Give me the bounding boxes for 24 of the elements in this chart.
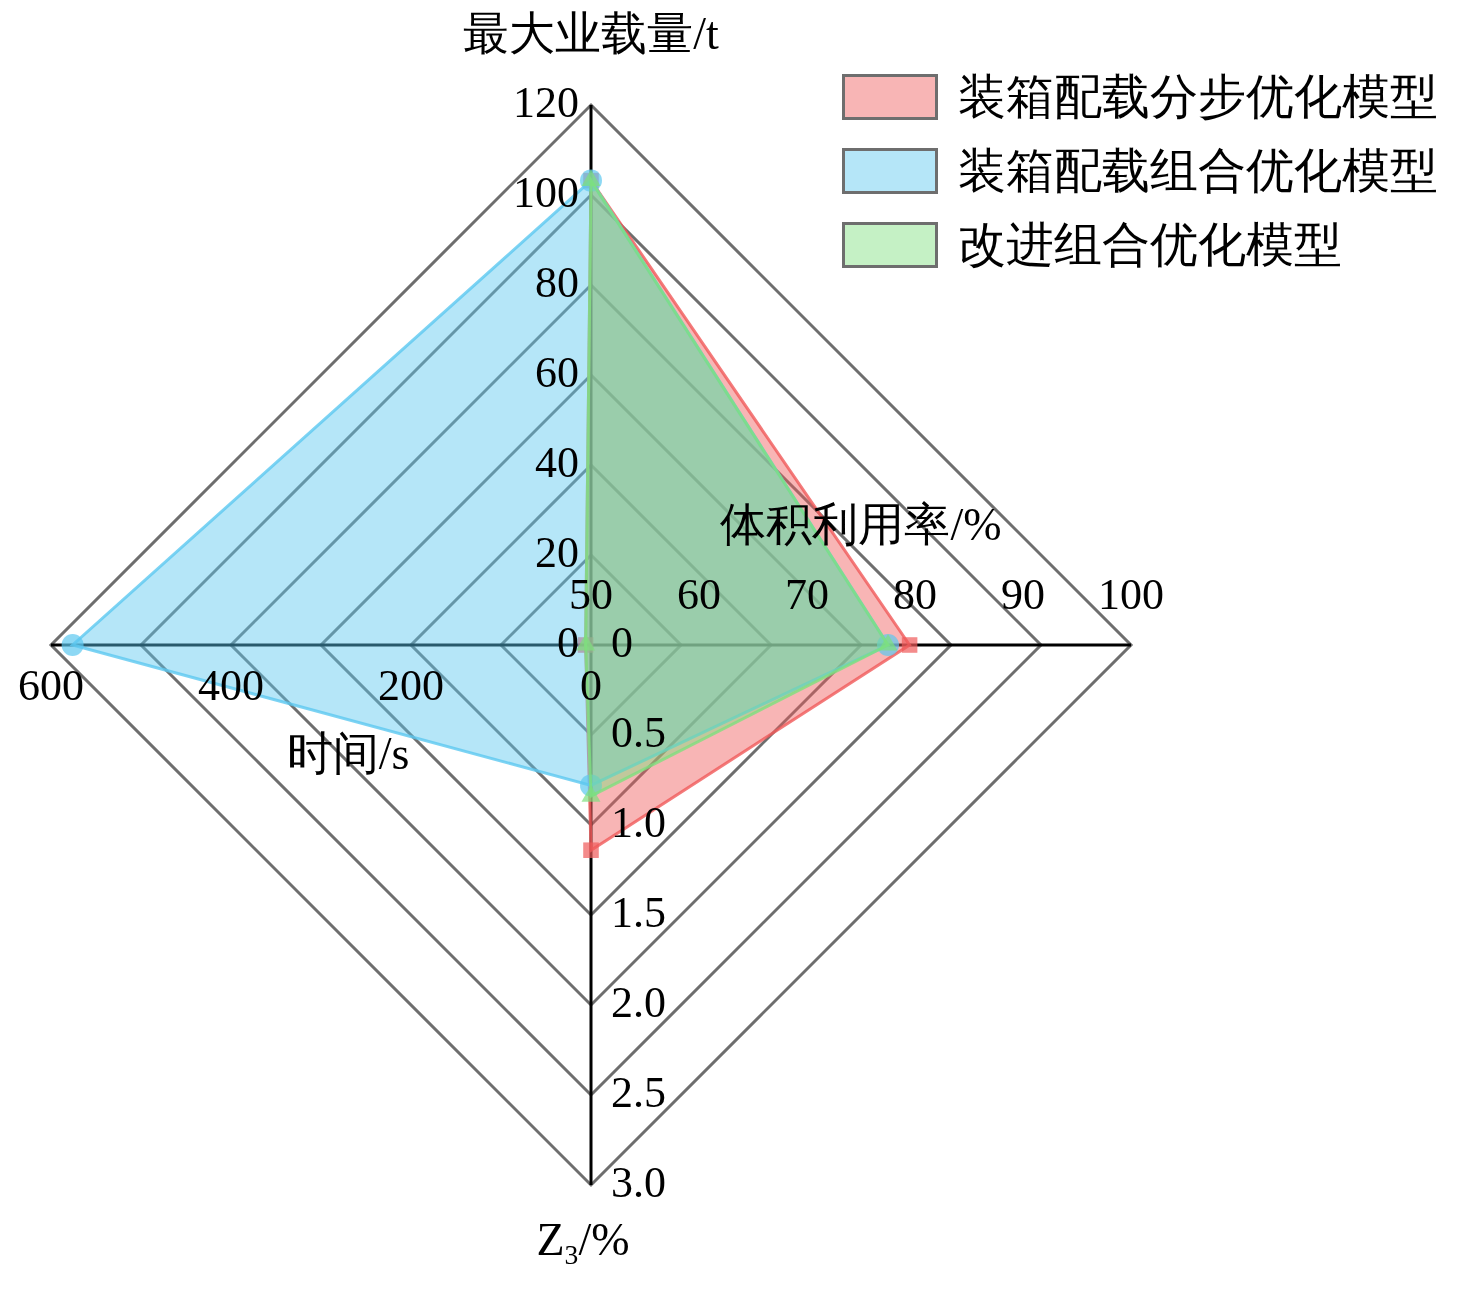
text: 90 [1001,569,1045,619]
text: 200 [378,660,444,710]
spoke-label: 最大业载量/t [463,8,719,60]
text: 60 [535,347,579,397]
text: 0.5 [611,707,666,757]
text: 3.0 [611,1157,666,1207]
spoke-label: 时间/s [286,728,410,780]
text: 60 [677,569,721,619]
text: 120 [513,77,579,127]
text: 80 [535,257,579,307]
text: 400 [198,660,264,710]
text: 2.5 [611,1067,666,1117]
text: 0 [611,617,633,667]
text: 100 [513,167,579,217]
text: 2.0 [611,977,666,1027]
text: 40 [535,437,579,487]
text: 600 [18,660,84,710]
text: 1.5 [611,887,666,937]
text: 100 [1098,569,1164,619]
legend-label: 装箱配载分步优化模型 [958,69,1438,125]
legend-label: 装箱配载组合优化模型 [958,143,1438,199]
text: 70 [785,569,829,619]
text: 0 [580,660,602,710]
legend-label: 改进组合优化模型 [958,217,1342,273]
